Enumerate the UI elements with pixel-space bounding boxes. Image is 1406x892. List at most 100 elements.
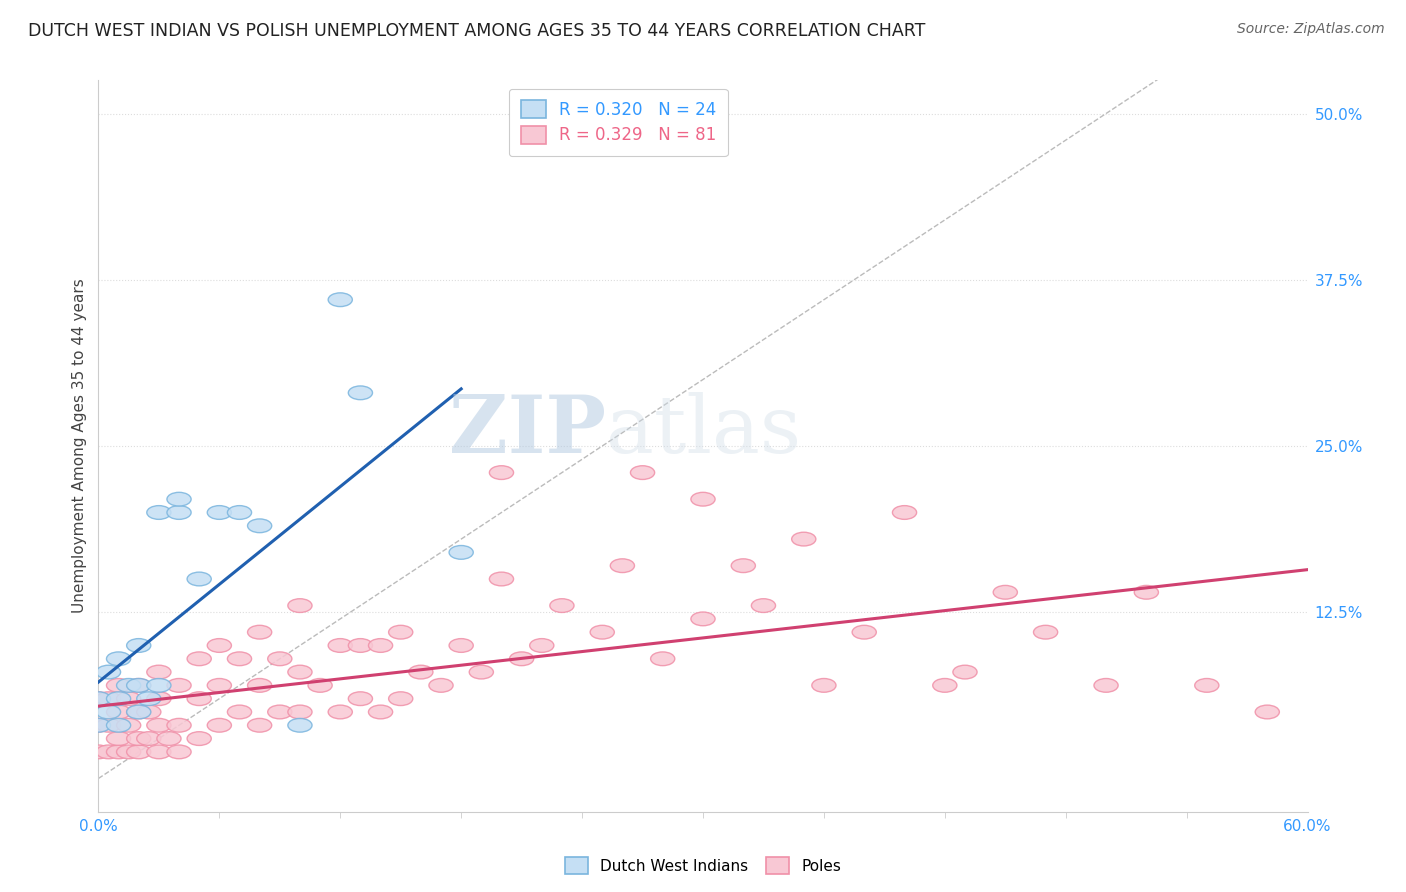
Ellipse shape bbox=[117, 679, 141, 692]
Ellipse shape bbox=[328, 639, 353, 652]
Ellipse shape bbox=[146, 745, 172, 759]
Ellipse shape bbox=[207, 679, 232, 692]
Ellipse shape bbox=[107, 692, 131, 706]
Ellipse shape bbox=[792, 533, 815, 546]
Ellipse shape bbox=[550, 599, 574, 613]
Ellipse shape bbox=[167, 718, 191, 732]
Ellipse shape bbox=[127, 705, 150, 719]
Ellipse shape bbox=[187, 572, 211, 586]
Ellipse shape bbox=[127, 731, 150, 746]
Ellipse shape bbox=[86, 718, 111, 732]
Ellipse shape bbox=[489, 572, 513, 586]
Ellipse shape bbox=[368, 639, 392, 652]
Ellipse shape bbox=[127, 745, 150, 759]
Ellipse shape bbox=[107, 718, 131, 732]
Ellipse shape bbox=[247, 625, 271, 639]
Ellipse shape bbox=[932, 679, 957, 692]
Ellipse shape bbox=[228, 705, 252, 719]
Ellipse shape bbox=[690, 492, 716, 506]
Ellipse shape bbox=[107, 652, 131, 665]
Ellipse shape bbox=[117, 692, 141, 706]
Ellipse shape bbox=[449, 546, 474, 559]
Ellipse shape bbox=[136, 705, 160, 719]
Ellipse shape bbox=[328, 705, 353, 719]
Ellipse shape bbox=[429, 679, 453, 692]
Text: DUTCH WEST INDIAN VS POLISH UNEMPLOYMENT AMONG AGES 35 TO 44 YEARS CORRELATION C: DUTCH WEST INDIAN VS POLISH UNEMPLOYMENT… bbox=[28, 22, 925, 40]
Legend: Dutch West Indians, Poles: Dutch West Indians, Poles bbox=[558, 851, 848, 880]
Text: Source: ZipAtlas.com: Source: ZipAtlas.com bbox=[1237, 22, 1385, 37]
Ellipse shape bbox=[388, 625, 413, 639]
Ellipse shape bbox=[86, 718, 111, 732]
Ellipse shape bbox=[388, 692, 413, 706]
Ellipse shape bbox=[97, 745, 121, 759]
Ellipse shape bbox=[127, 679, 150, 692]
Ellipse shape bbox=[187, 731, 211, 746]
Ellipse shape bbox=[893, 506, 917, 519]
Ellipse shape bbox=[267, 705, 292, 719]
Ellipse shape bbox=[117, 745, 141, 759]
Ellipse shape bbox=[1256, 705, 1279, 719]
Ellipse shape bbox=[247, 718, 271, 732]
Ellipse shape bbox=[1033, 625, 1057, 639]
Ellipse shape bbox=[136, 731, 160, 746]
Ellipse shape bbox=[187, 652, 211, 665]
Ellipse shape bbox=[591, 625, 614, 639]
Ellipse shape bbox=[107, 731, 131, 746]
Ellipse shape bbox=[127, 639, 150, 652]
Ellipse shape bbox=[449, 639, 474, 652]
Ellipse shape bbox=[1094, 679, 1118, 692]
Ellipse shape bbox=[127, 705, 150, 719]
Ellipse shape bbox=[107, 745, 131, 759]
Ellipse shape bbox=[207, 506, 232, 519]
Ellipse shape bbox=[1135, 585, 1159, 599]
Ellipse shape bbox=[127, 679, 150, 692]
Ellipse shape bbox=[630, 466, 655, 480]
Ellipse shape bbox=[651, 652, 675, 665]
Text: atlas: atlas bbox=[606, 392, 801, 470]
Ellipse shape bbox=[288, 599, 312, 613]
Ellipse shape bbox=[86, 745, 111, 759]
Ellipse shape bbox=[610, 558, 634, 573]
Ellipse shape bbox=[368, 705, 392, 719]
Ellipse shape bbox=[288, 665, 312, 679]
Ellipse shape bbox=[146, 692, 172, 706]
Ellipse shape bbox=[146, 665, 172, 679]
Ellipse shape bbox=[97, 718, 121, 732]
Ellipse shape bbox=[409, 665, 433, 679]
Ellipse shape bbox=[97, 705, 121, 719]
Ellipse shape bbox=[228, 652, 252, 665]
Ellipse shape bbox=[107, 705, 131, 719]
Legend: R = 0.320   N = 24, R = 0.329   N = 81: R = 0.320 N = 24, R = 0.329 N = 81 bbox=[509, 88, 728, 156]
Ellipse shape bbox=[953, 665, 977, 679]
Text: ZIP: ZIP bbox=[450, 392, 606, 470]
Ellipse shape bbox=[267, 652, 292, 665]
Ellipse shape bbox=[852, 625, 876, 639]
Ellipse shape bbox=[247, 679, 271, 692]
Ellipse shape bbox=[97, 692, 121, 706]
Ellipse shape bbox=[97, 665, 121, 679]
Ellipse shape bbox=[207, 639, 232, 652]
Ellipse shape bbox=[811, 679, 837, 692]
Ellipse shape bbox=[1195, 679, 1219, 692]
Ellipse shape bbox=[349, 692, 373, 706]
Ellipse shape bbox=[288, 705, 312, 719]
Ellipse shape bbox=[146, 679, 172, 692]
Ellipse shape bbox=[470, 665, 494, 679]
Ellipse shape bbox=[731, 558, 755, 573]
Ellipse shape bbox=[117, 718, 141, 732]
Ellipse shape bbox=[207, 718, 232, 732]
Ellipse shape bbox=[167, 492, 191, 506]
Ellipse shape bbox=[228, 506, 252, 519]
Ellipse shape bbox=[509, 652, 534, 665]
Ellipse shape bbox=[167, 506, 191, 519]
Ellipse shape bbox=[328, 293, 353, 307]
Ellipse shape bbox=[187, 692, 211, 706]
Ellipse shape bbox=[993, 585, 1018, 599]
Ellipse shape bbox=[247, 519, 271, 533]
Ellipse shape bbox=[167, 679, 191, 692]
Ellipse shape bbox=[136, 692, 160, 706]
Ellipse shape bbox=[107, 679, 131, 692]
Ellipse shape bbox=[690, 612, 716, 626]
Ellipse shape bbox=[146, 718, 172, 732]
Ellipse shape bbox=[157, 731, 181, 746]
